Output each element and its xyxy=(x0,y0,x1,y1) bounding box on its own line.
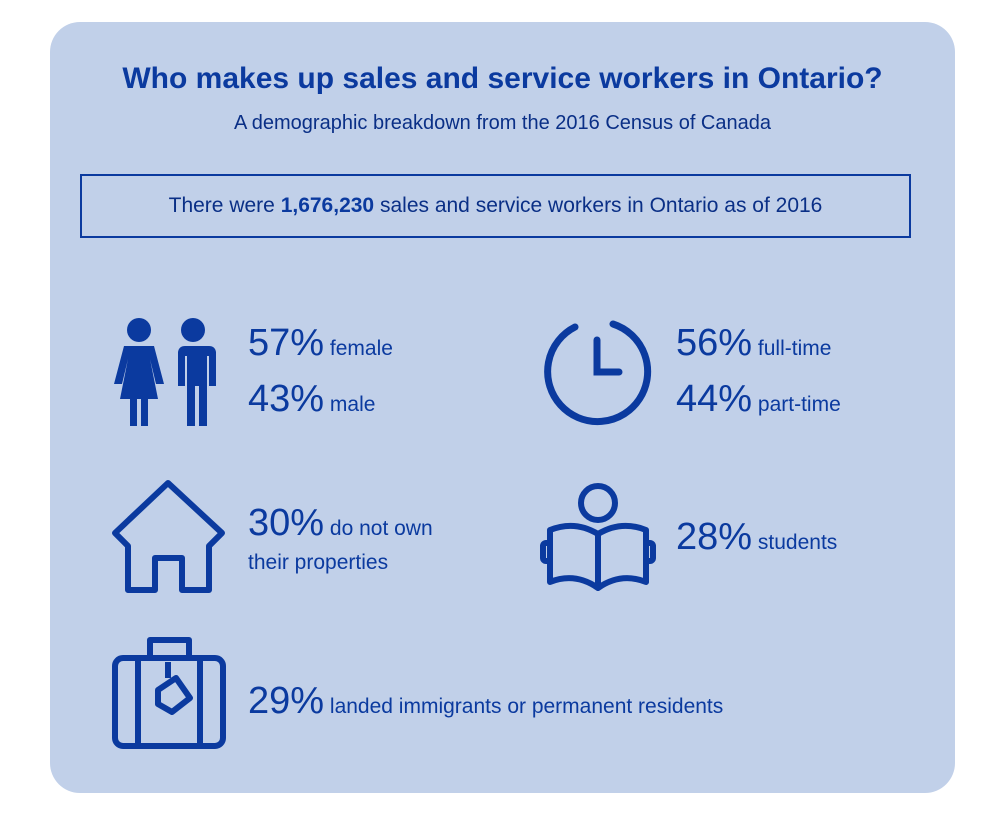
banner-number: 1,676,230 xyxy=(280,194,375,217)
title: Who makes up sales and service workers i… xyxy=(122,62,883,95)
banner-text: sales and service workers in Ontario as … xyxy=(379,194,823,217)
stat: 44% part-time xyxy=(676,380,841,422)
stat-percent: 57% xyxy=(248,322,325,364)
banner-text: There were xyxy=(168,194,275,217)
stat-percent: 43% xyxy=(248,378,325,420)
stat: 56% full-time xyxy=(676,324,832,366)
stat-percent: 56% xyxy=(676,322,753,364)
stat-percent: 29% xyxy=(248,680,325,722)
stat-label: students xyxy=(757,531,838,554)
stat-label: do not own their properties xyxy=(248,517,433,574)
stat-label: female xyxy=(329,337,393,360)
stat: 29% landed immigrants or permanent resid… xyxy=(248,682,724,724)
stat-percent: 44% xyxy=(676,378,753,420)
stat-percent: 30% xyxy=(248,502,325,544)
banner: There were 1,676,230 sales and service w… xyxy=(80,174,911,238)
stat-label: male xyxy=(329,393,376,416)
stat: 43% male xyxy=(248,380,376,422)
stat: 30% do not own their properties xyxy=(248,504,463,580)
stat: 28% students xyxy=(676,518,838,560)
house-icon xyxy=(112,480,225,593)
stat-label: part-time xyxy=(757,393,841,416)
people-icon xyxy=(114,318,216,426)
clock-icon xyxy=(544,320,652,426)
reader-icon xyxy=(540,483,656,591)
stat-label: landed immigrants or permanent residents xyxy=(329,695,724,718)
stat-label: full-time xyxy=(757,337,832,360)
stat-percent: 28% xyxy=(676,516,753,558)
subtitle: A demographic breakdown from the 2016 Ce… xyxy=(233,112,771,134)
stat: 57% female xyxy=(248,324,393,366)
suitcase-icon xyxy=(112,637,226,749)
